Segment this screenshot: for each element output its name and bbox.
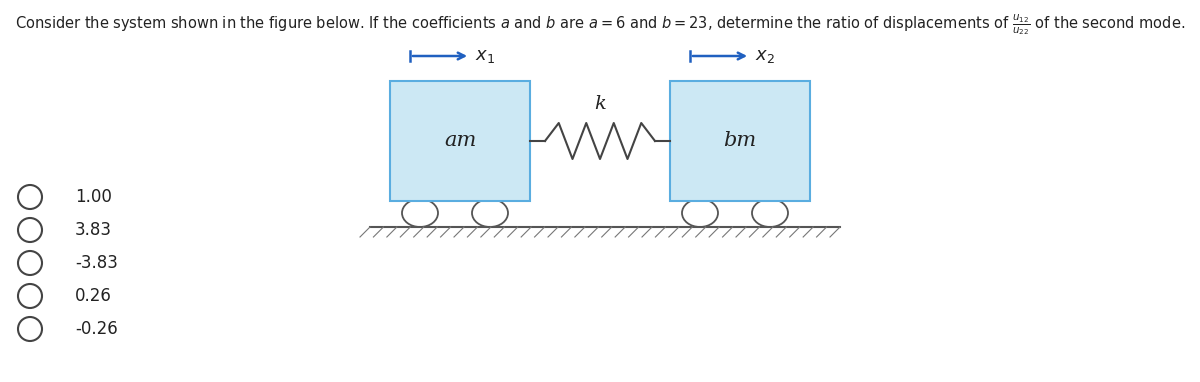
Text: k: k <box>594 95 606 113</box>
Text: 1.00: 1.00 <box>74 188 112 206</box>
Text: $x_2$: $x_2$ <box>755 47 775 65</box>
Bar <box>670 81 810 201</box>
Text: $x_1$: $x_1$ <box>475 47 494 65</box>
Text: am: am <box>444 131 476 151</box>
Text: 0.26: 0.26 <box>74 287 112 305</box>
Text: Consider the system shown in the figure below. If the coefficients $a$ and $b$ a: Consider the system shown in the figure … <box>14 12 1186 37</box>
Text: -3.83: -3.83 <box>74 254 118 272</box>
Text: bm: bm <box>724 131 756 151</box>
Text: 3.83: 3.83 <box>74 221 112 239</box>
Text: -0.26: -0.26 <box>74 320 118 338</box>
Bar <box>390 81 530 201</box>
